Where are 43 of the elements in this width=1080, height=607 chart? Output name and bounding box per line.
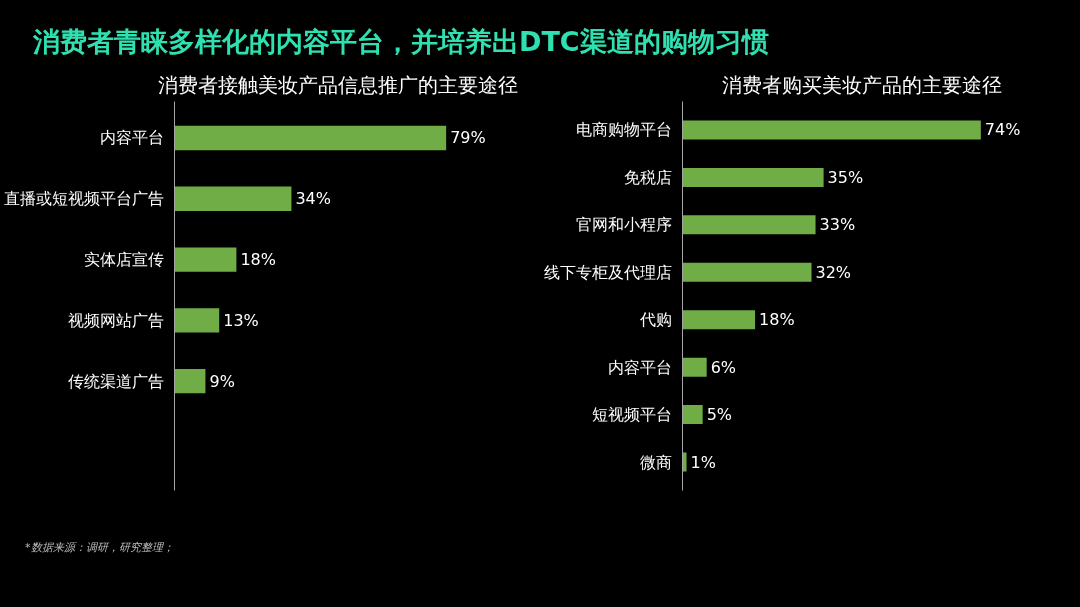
bar [682, 452, 687, 472]
bar [174, 247, 237, 272]
bar [682, 262, 812, 282]
bar [174, 125, 447, 151]
y-tick-label: 微商 [639, 452, 672, 472]
data-label: 35% [827, 167, 864, 187]
bar [682, 215, 816, 235]
y-tick-label: 代购 [638, 310, 672, 330]
y-tick-label: 短视频平台 [591, 405, 672, 425]
bar [174, 308, 220, 333]
bar [682, 405, 703, 425]
y-tick-label: 传统渠道广告 [67, 371, 164, 391]
data-label: 13% [223, 310, 259, 330]
data-label: 33% [819, 215, 856, 235]
y-tick-label: 线下专柜及代理店 [543, 262, 672, 282]
bar [174, 186, 292, 211]
data-label: 5% [706, 405, 733, 425]
y-tick-label: 免税店 [623, 167, 672, 187]
chart-subtitle: 消费者接触美妆产品信息推广的主要途径 [157, 72, 518, 97]
y-tick-label: 内容平台 [99, 128, 164, 148]
bar [174, 368, 206, 394]
y-tick-label: 电商购物平台 [575, 120, 672, 140]
chart-title: 消费者购买美妆产品的主要途径 [721, 72, 1002, 97]
y-tick-label: 官网和小程序 [575, 215, 672, 235]
text: *数据来源：调研，研究整理； [25, 540, 174, 556]
data-label: 34% [295, 189, 331, 209]
y-tick-label: 视频网站广告 [67, 310, 164, 330]
data-label: 1% [690, 452, 716, 472]
chart-title: 消费者青睐多样化的内容平台，并培养出DTC渠道的购物习惯 [33, 25, 769, 59]
data-label: 18% [240, 250, 276, 270]
bar [682, 120, 981, 140]
bar [682, 310, 756, 330]
data-label: 9% [209, 371, 235, 391]
data-label: 18% [759, 310, 795, 330]
data-label: 79% [450, 128, 486, 148]
y-tick-label: 内容平台 [607, 357, 672, 377]
data-label: 6% [710, 357, 737, 377]
bar [682, 167, 824, 187]
data-label: 74% [984, 120, 1021, 140]
bar [682, 357, 707, 377]
data-label: 32% [815, 262, 852, 282]
y-tick-label: 实体店宣传 [83, 250, 164, 270]
y-tick-label: 直播或短视频平台广告 [3, 189, 164, 209]
